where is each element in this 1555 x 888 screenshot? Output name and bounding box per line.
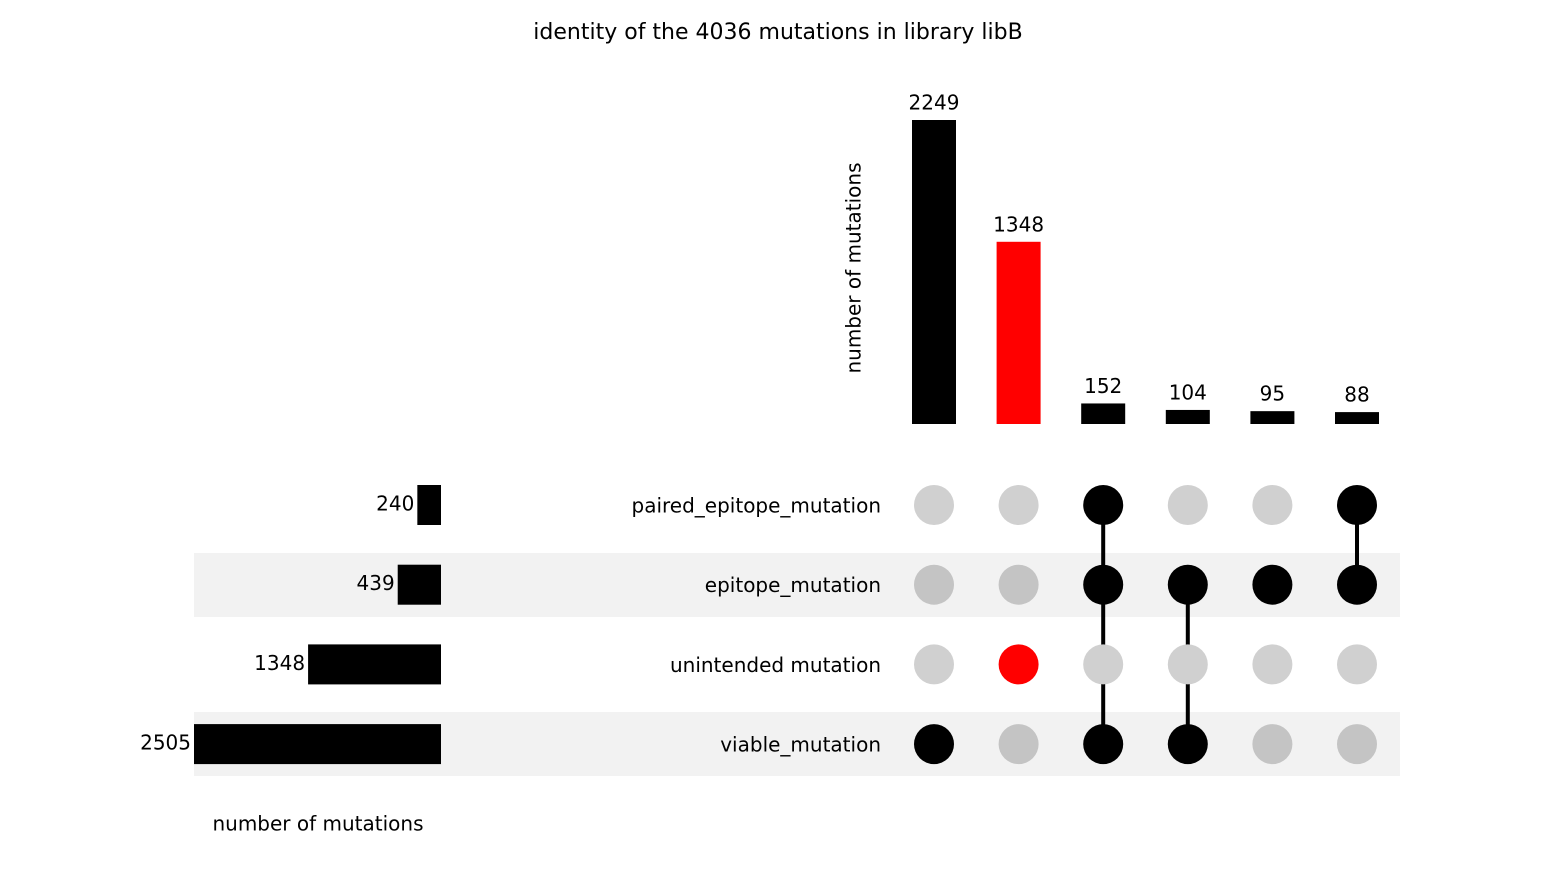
- member-dot: [998, 644, 1039, 685]
- member-dot: [1337, 485, 1377, 525]
- intersection-bar: [996, 241, 1041, 424]
- set-size-bar: [397, 564, 441, 605]
- nonmember-dot: [1167, 485, 1208, 525]
- set-size-bar: [417, 485, 441, 525]
- nonmember-dot: [1252, 485, 1293, 525]
- nonmember-dot: [914, 644, 954, 685]
- set-size-bar: [194, 724, 441, 765]
- nonmember-dot: [1167, 644, 1208, 685]
- set-label: paired_epitope_mutation: [632, 494, 882, 518]
- set-size-bar: [308, 644, 441, 685]
- nonmember-dot: [998, 724, 1039, 765]
- member-dot: [1337, 564, 1377, 605]
- nonmember-dot: [1083, 644, 1124, 685]
- set-label: unintended mutation: [670, 653, 881, 677]
- intersection-value-label: 2249: [909, 91, 960, 115]
- nonmember-dot: [1337, 644, 1377, 685]
- intersection-value-label: 104: [1169, 380, 1207, 404]
- intersection-bar: [1335, 412, 1379, 424]
- intersection-value-label: 1348: [993, 212, 1044, 236]
- intersection-bar: [1250, 411, 1295, 424]
- set-size-label: 439: [357, 571, 395, 595]
- nonmember-dot: [914, 485, 954, 525]
- set-label: viable_mutation: [720, 733, 881, 757]
- nonmember-dot: [914, 564, 954, 605]
- x-axis-label: number of mutations: [212, 812, 423, 836]
- member-dot: [1167, 724, 1208, 765]
- set-size-label: 2505: [140, 731, 191, 755]
- nonmember-dot: [998, 485, 1039, 525]
- member-dot: [1167, 564, 1208, 605]
- nonmember-dot: [1337, 724, 1377, 765]
- member-dot: [1083, 564, 1124, 605]
- member-dot: [1252, 564, 1293, 605]
- intersection-value-label: 152: [1084, 374, 1122, 398]
- intersection-bar: [912, 120, 956, 424]
- set-size-label: 240: [376, 492, 414, 516]
- member-dot: [1083, 485, 1124, 525]
- member-dot: [1083, 724, 1124, 765]
- nonmember-dot: [998, 564, 1039, 605]
- y-axis-label: number of mutations: [842, 162, 866, 373]
- set-size-label: 1348: [254, 651, 305, 675]
- chart-title: identity of the 4036 mutations in librar…: [533, 20, 1022, 45]
- nonmember-dot: [1252, 724, 1293, 765]
- member-dot: [914, 724, 954, 765]
- nonmember-dot: [1252, 644, 1293, 685]
- intersection-value-label: 95: [1260, 382, 1285, 406]
- intersection-value-label: 88: [1344, 383, 1369, 407]
- set-label: epitope_mutation: [705, 573, 881, 597]
- intersection-bar: [1081, 403, 1126, 424]
- intersection-bar: [1165, 409, 1210, 424]
